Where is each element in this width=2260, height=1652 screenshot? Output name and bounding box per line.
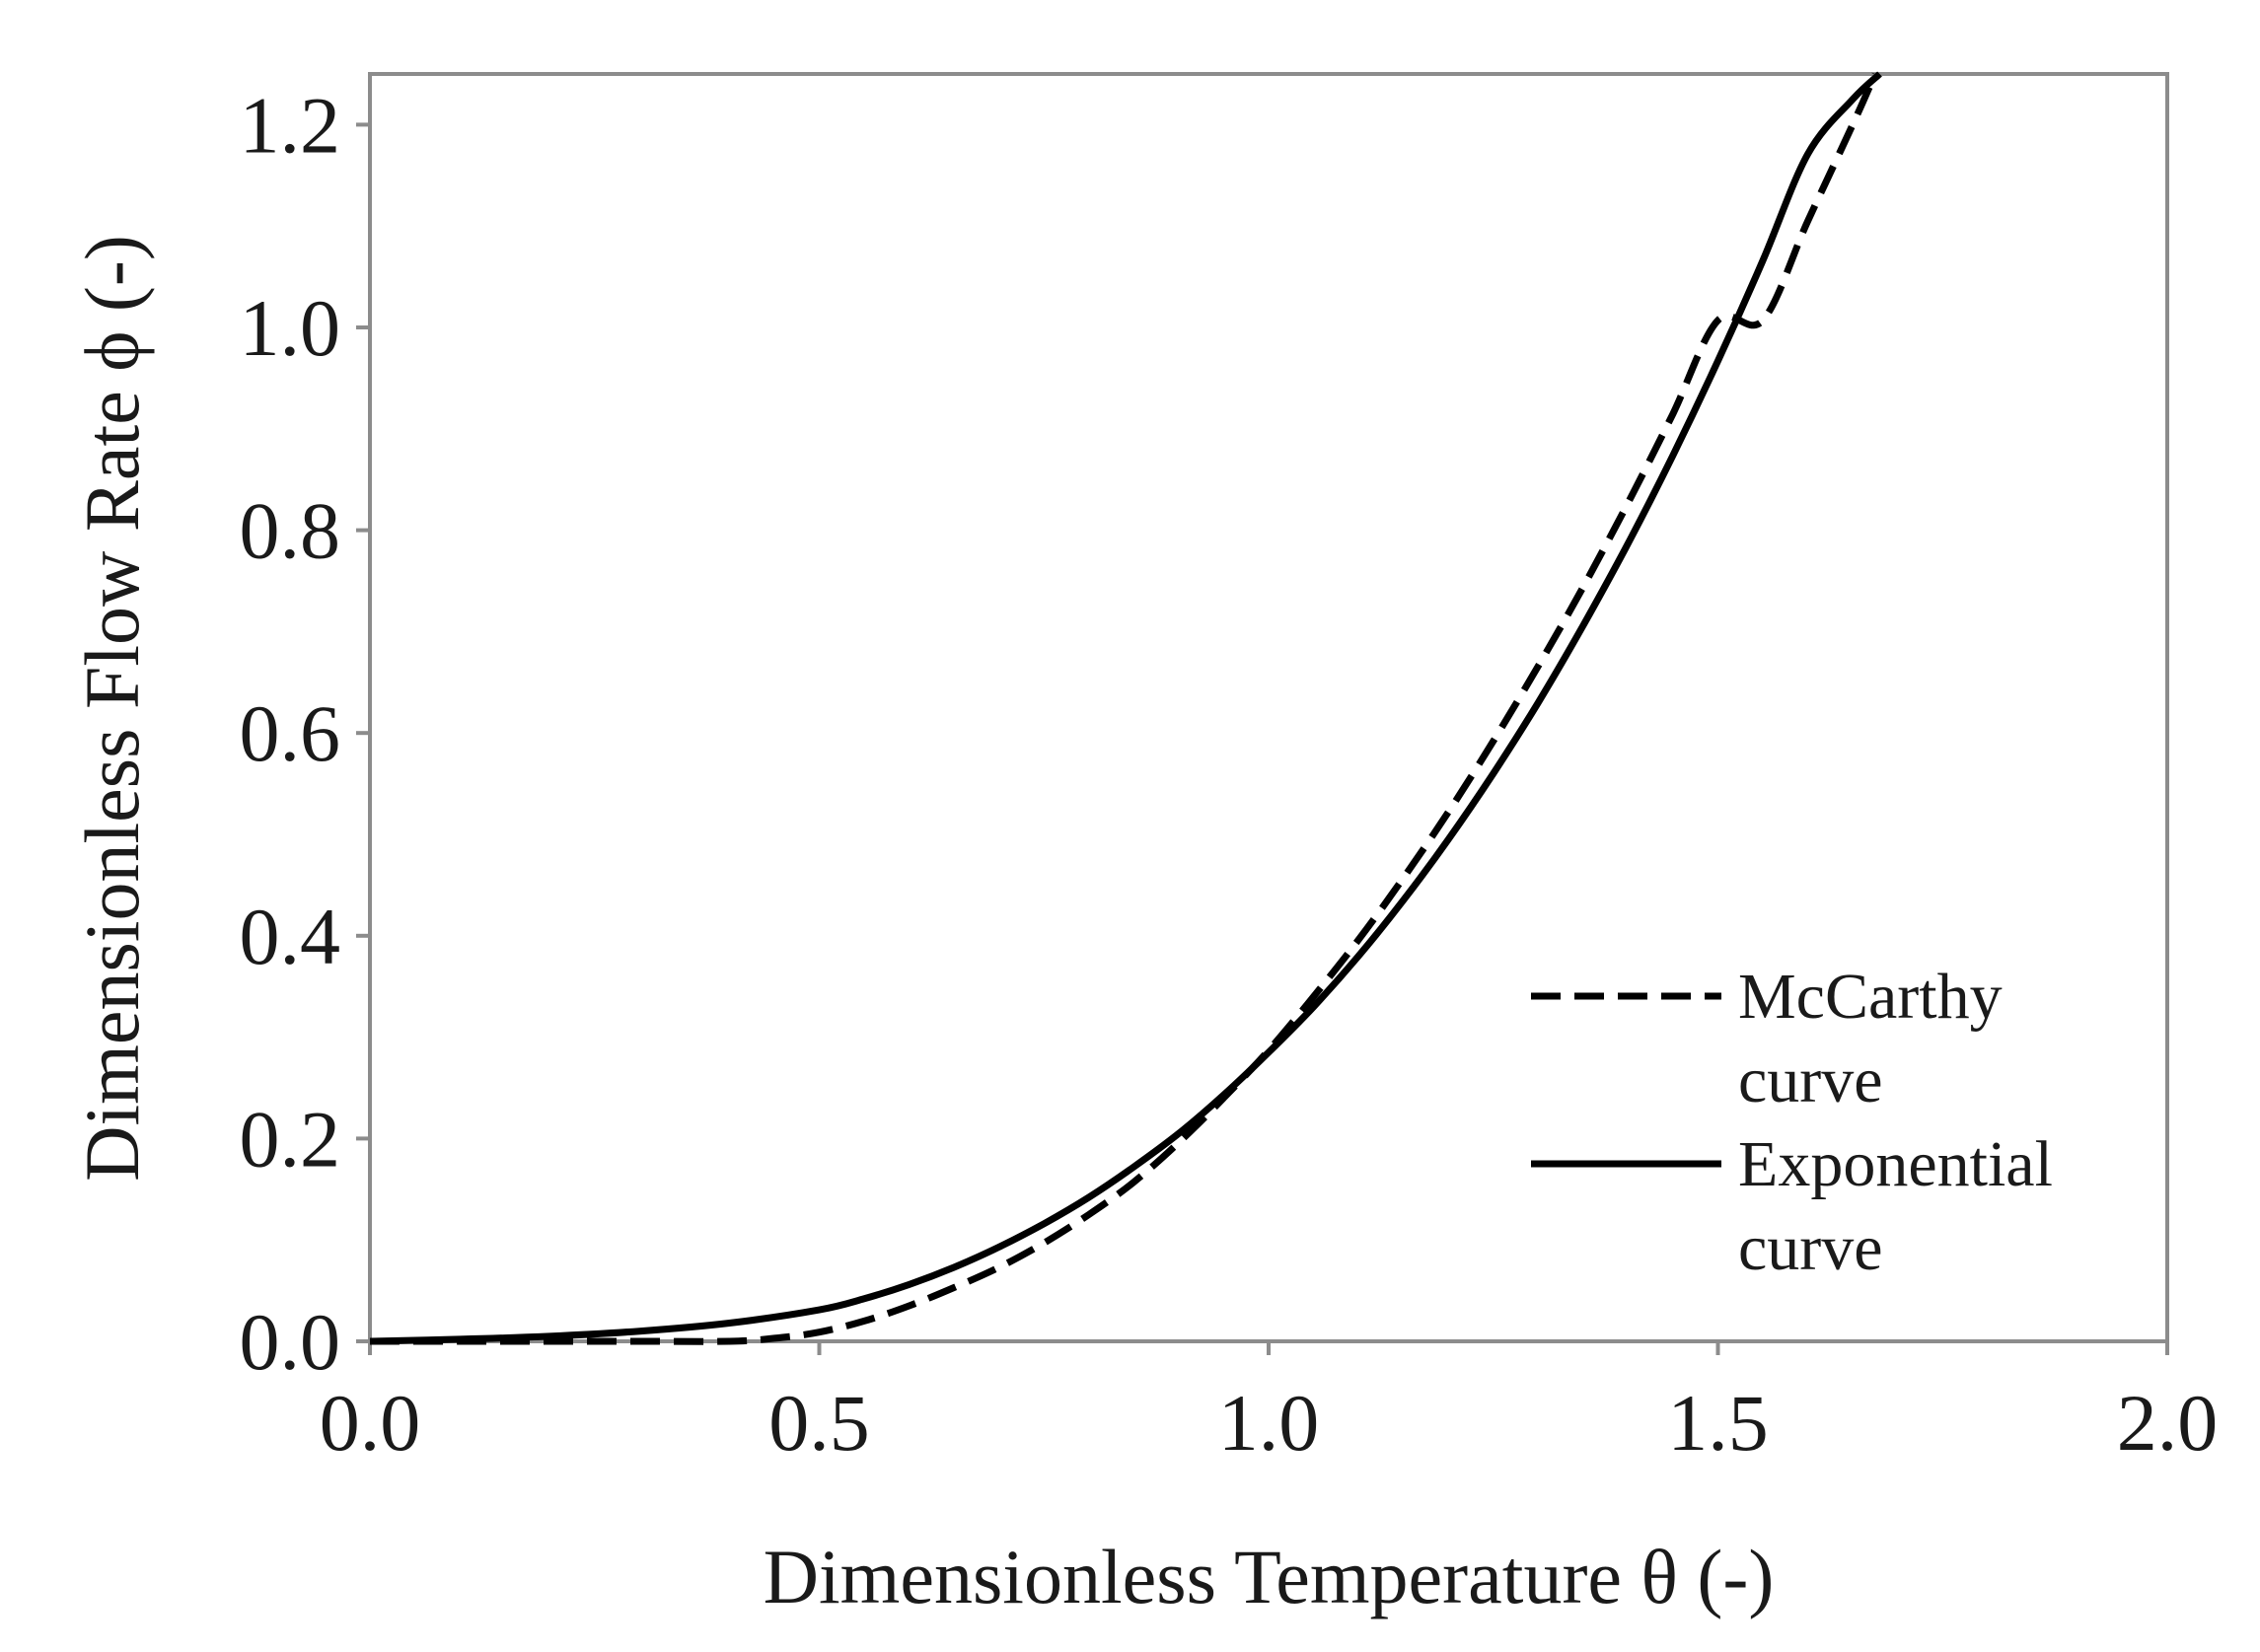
y-axis-title: Dimensionless Flow Rate ϕ (-) xyxy=(69,235,155,1182)
y-tick-label: 0.2 xyxy=(240,1094,341,1184)
y-tick-label: 0.6 xyxy=(240,688,341,778)
exponential-curve-line xyxy=(369,71,1882,1345)
y-tick-label: 0.8 xyxy=(240,486,341,576)
y-tick-label: 1.0 xyxy=(240,283,341,373)
y-tick-label: 0.4 xyxy=(240,892,341,981)
x-axis-ticks: 0.0 0.5 1.0 1.5 2.0 xyxy=(320,1341,2219,1468)
legend-label: Exponential xyxy=(1738,1128,2053,1200)
series-layer xyxy=(369,71,1882,1345)
x-tick-label: 2.0 xyxy=(2117,1378,2219,1468)
legend-label: curve xyxy=(1738,1044,1883,1116)
mccarthy-curve-line xyxy=(370,72,1879,1345)
x-tick-label: 1.5 xyxy=(1667,1378,1769,1468)
y-axis-ticks: 0.0 0.2 0.4 0.6 0.8 1.0 1.2 xyxy=(240,80,370,1387)
x-tick-label: 0.0 xyxy=(320,1378,421,1468)
y-tick-label: 1.2 xyxy=(240,80,341,170)
legend-label: curve xyxy=(1738,1212,1883,1284)
legend-label: McCarthy xyxy=(1738,961,2003,1033)
x-axis-title: Dimensionless Temperature θ (-) xyxy=(764,1534,1775,1619)
y-tick-label: 0.0 xyxy=(240,1297,341,1387)
x-tick-label: 0.5 xyxy=(768,1378,870,1468)
legend: McCarthy curve Exponential curve xyxy=(1531,961,2053,1284)
x-tick-label: 1.0 xyxy=(1218,1378,1320,1468)
